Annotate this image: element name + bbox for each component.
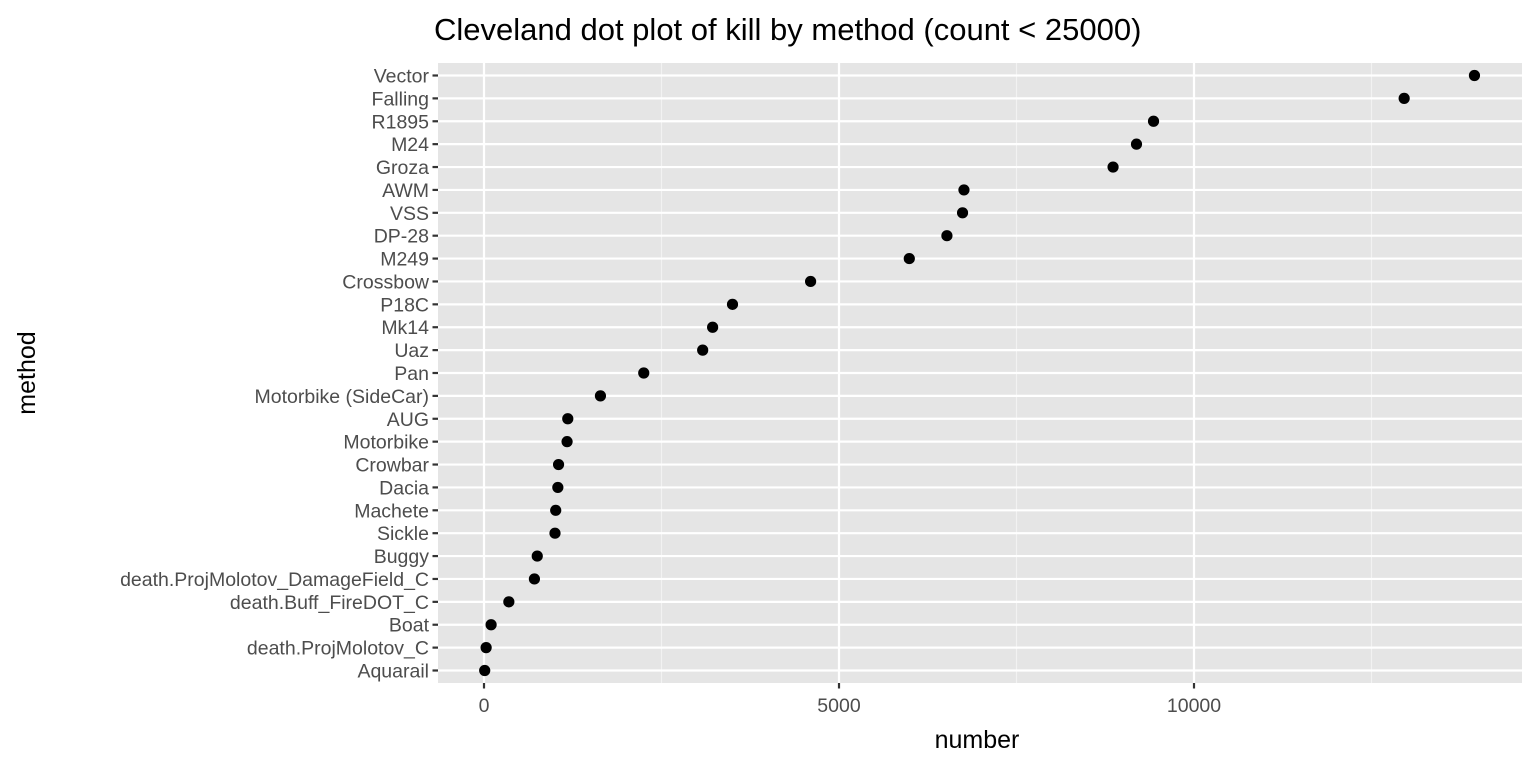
y-axis-tick-label: Aquarail [357, 661, 429, 683]
y-axis-tick-label: Crossbow [342, 271, 430, 293]
data-point [549, 527, 561, 539]
x-axis-ticks [482, 683, 1196, 689]
y-axis-tick-label: R1895 [372, 111, 430, 133]
y-axis-tick-label: Dacia [379, 477, 429, 499]
y-axis-tick-label: AWM [382, 180, 429, 202]
data-point [561, 436, 573, 448]
major-gridlines-y [438, 74, 1522, 672]
data-point [531, 550, 543, 562]
data-point [550, 504, 562, 516]
chart-title: Cleveland dot plot of kill by method (co… [434, 12, 1141, 47]
y-axis-tick-label: DP-28 [374, 226, 429, 248]
y-axis-tick-label: death.ProjMolotov_C [247, 638, 429, 660]
y-axis-tick-label: Machete [354, 500, 429, 522]
x-axis-title: number [935, 726, 1020, 754]
data-point [528, 573, 541, 585]
y-axis-tick-label: death.Buff_FireDOT_C [230, 592, 429, 614]
data-point [552, 458, 565, 471]
y-axis-tick-label: M249 [380, 249, 429, 271]
data-point [956, 207, 969, 219]
x-axis-tick-label: 0 [479, 695, 490, 717]
y-axis-tick-labels: VectorFallingR1895M24GrozaAWMVSSDP-28M24… [120, 66, 430, 683]
y-axis-tick-label: AUG [387, 409, 429, 431]
data-points [479, 69, 1481, 677]
data-point [638, 367, 650, 379]
data-point [503, 596, 515, 608]
data-point [805, 275, 817, 288]
data-point [707, 321, 719, 333]
y-axis-tick-label: Uaz [394, 340, 429, 362]
data-point [903, 252, 915, 265]
y-axis-tick-label: death.ProjMolotov_DamageField_C [120, 569, 429, 591]
data-point [485, 619, 497, 631]
y-axis-ticks [432, 74, 438, 672]
data-point [1398, 92, 1410, 104]
data-point [726, 298, 739, 310]
data-point [958, 184, 970, 196]
y-axis-tick-label: Mk14 [381, 317, 429, 339]
y-axis-tick-label: P18C [380, 294, 429, 316]
y-axis-tick-label: Falling [372, 88, 429, 110]
data-point [594, 390, 607, 402]
data-point [697, 344, 709, 356]
y-axis-tick-label: Buggy [374, 546, 430, 568]
data-point [941, 230, 953, 242]
y-axis-tick-label: Pan [394, 363, 429, 385]
y-axis-title: method [13, 331, 41, 414]
y-axis-tick-label: M24 [391, 134, 429, 156]
x-axis-tick-labels: 0 5000 10000 [479, 695, 1222, 717]
data-point [480, 642, 492, 654]
data-point [1107, 161, 1119, 173]
y-axis-tick-label: Motorbike [343, 432, 429, 454]
y-axis-tick-label: Boat [389, 615, 430, 637]
x-axis-tick-label: 10000 [1167, 695, 1221, 717]
x-axis-tick-label: 5000 [817, 695, 861, 717]
y-axis-tick-label: Groza [376, 157, 429, 179]
data-point [479, 664, 491, 677]
data-point [552, 481, 564, 494]
data-point [1147, 115, 1160, 127]
y-axis-tick-label: VSS [390, 203, 429, 225]
y-axis-tick-label: Crowbar [355, 455, 429, 477]
data-point [1468, 69, 1481, 82]
y-axis-tick-label: Sickle [377, 523, 429, 545]
y-axis-tick-label: Motorbike (SideCar) [255, 386, 429, 408]
data-point [1130, 138, 1143, 150]
data-point [562, 413, 574, 425]
y-axis-tick-label: Vector [374, 66, 430, 88]
